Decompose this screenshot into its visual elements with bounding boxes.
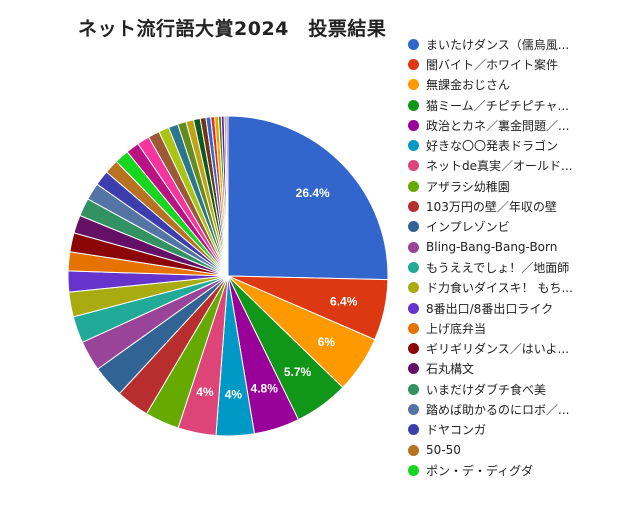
legend-label: ポン・デ・ディグダ bbox=[426, 463, 534, 478]
legend-label: 石丸構文 bbox=[426, 362, 475, 377]
legend-item[interactable]: 上げ底弁当 bbox=[408, 318, 608, 338]
legend-swatch bbox=[408, 464, 419, 476]
legend-item[interactable]: 踏めば助かるのにロボ／... bbox=[408, 399, 608, 419]
legend-item[interactable]: いまだけダブチ食べ美 bbox=[408, 379, 608, 399]
legend-item[interactable]: ギリギリダンス／はいよ... bbox=[408, 338, 608, 358]
legend-swatch bbox=[408, 261, 419, 273]
slice-percent-label: 6% bbox=[318, 335, 336, 349]
pie-slice[interactable] bbox=[225, 115, 229, 277]
legend-item[interactable]: インプレゾンビ bbox=[408, 217, 608, 237]
legend-swatch bbox=[408, 38, 419, 50]
legend-swatch bbox=[408, 119, 419, 131]
legend-swatch bbox=[408, 403, 419, 415]
legend-swatch bbox=[408, 383, 419, 395]
legend-swatch bbox=[408, 160, 419, 172]
legend-item[interactable]: ドヤコンガ bbox=[408, 420, 608, 440]
slice-percent-label: 4% bbox=[225, 387, 243, 401]
legend-label: ドヤコンガ bbox=[426, 423, 487, 438]
legend-swatch bbox=[408, 424, 419, 436]
legend-swatch bbox=[408, 444, 419, 456]
legend-item[interactable]: 50-50 bbox=[408, 440, 608, 460]
legend-swatch bbox=[408, 302, 419, 314]
legend-label: 8番出口/8番出口ライク bbox=[426, 301, 554, 316]
legend-swatch bbox=[408, 241, 419, 253]
legend-item[interactable]: 103万円の壁／年収の壁 bbox=[408, 196, 608, 216]
legend-item[interactable]: 好きな〇〇発表ドラゴン bbox=[408, 135, 608, 155]
legend-label: 踏めば助かるのにロボ／... bbox=[426, 402, 570, 417]
legend-item[interactable]: 8番出口/8番出口ライク bbox=[408, 298, 608, 318]
legend-swatch bbox=[408, 343, 419, 355]
legend-swatch bbox=[408, 140, 419, 152]
legend-item[interactable]: ネットde真実／オールド... bbox=[408, 156, 608, 176]
legend-swatch bbox=[408, 79, 419, 91]
pie-slice[interactable] bbox=[227, 115, 389, 281]
slice-percent-label: 4.8% bbox=[251, 382, 279, 396]
slice-percent-label: 26.4% bbox=[296, 186, 330, 200]
legend-item[interactable]: ポン・デ・ディグダ bbox=[408, 460, 608, 480]
legend-label: もうええでしょ！／地面師 bbox=[426, 260, 570, 275]
legend-label: 好きな〇〇発表ドラゴン bbox=[426, 139, 559, 154]
legend-item[interactable]: もうええでしょ！／地面師 bbox=[408, 257, 608, 277]
legend-item[interactable]: 石丸構文 bbox=[408, 359, 608, 379]
legend-item[interactable]: 猫ミーム／チピチピチャ... bbox=[408, 95, 608, 115]
slice-percent-label: 6.4% bbox=[330, 294, 358, 308]
slice-percent-label: 5.7% bbox=[284, 365, 312, 379]
chart-title: ネット流行語大賞2024 投票結果 bbox=[78, 18, 387, 40]
legend-label: 上げ底弁当 bbox=[426, 321, 487, 336]
legend-label: 闇バイト／ホワイト案件 bbox=[426, 57, 559, 72]
slice-percent-label: 4% bbox=[196, 385, 214, 399]
legend-item[interactable]: Bling-Bang-Bang-Born bbox=[408, 237, 608, 257]
legend-label: ギリギリダンス／はいよ... bbox=[426, 342, 569, 357]
legend-label: ド力食いダイスキ！ もち... bbox=[426, 281, 573, 296]
legend-label: 政治とカネ／裏金問題／... bbox=[426, 118, 570, 133]
legend-item[interactable]: 無課金おじさん bbox=[408, 75, 608, 95]
legend-item[interactable]: まいたけダンス（儒烏風... bbox=[408, 34, 608, 54]
legend-label: アザラシ幼稚園 bbox=[426, 179, 510, 194]
legend-label: まいたけダンス（儒烏風... bbox=[426, 37, 570, 52]
legend-item[interactable]: アザラシ幼稚園 bbox=[408, 176, 608, 196]
legend-label: いまだけダブチ食べ美 bbox=[426, 382, 547, 397]
legend-swatch bbox=[408, 201, 419, 213]
legend-item[interactable]: ド力食いダイスキ！ もち... bbox=[408, 278, 608, 298]
legend-swatch bbox=[408, 363, 419, 375]
legend-label: ネットde真実／オールド... bbox=[426, 159, 573, 174]
legend-item[interactable]: 闇バイト／ホワイト案件 bbox=[408, 54, 608, 74]
legend-swatch bbox=[408, 282, 419, 294]
legend-label: インプレゾンビ bbox=[426, 220, 510, 235]
legend-label: Bling-Bang-Bang-Born bbox=[426, 240, 558, 255]
legend-label: 50-50 bbox=[426, 443, 461, 458]
legend-label: 無課金おじさん bbox=[426, 78, 511, 93]
legend-swatch bbox=[408, 180, 419, 192]
chart-legend: まいたけダンス（儒烏風... 闇バイト／ホワイト案件 無課金おじさん猫ミーム／チピチ… bbox=[408, 34, 608, 481]
legend-swatch bbox=[408, 58, 419, 70]
legend-swatch bbox=[408, 221, 419, 233]
legend-label: 猫ミーム／チピチピチャ... bbox=[426, 98, 569, 113]
legend-swatch bbox=[408, 99, 419, 111]
legend-label: 103万円の壁／年収の壁 bbox=[426, 200, 557, 215]
legend-item[interactable]: 政治とカネ／裏金問題／... bbox=[408, 115, 608, 135]
legend-swatch bbox=[408, 322, 419, 334]
